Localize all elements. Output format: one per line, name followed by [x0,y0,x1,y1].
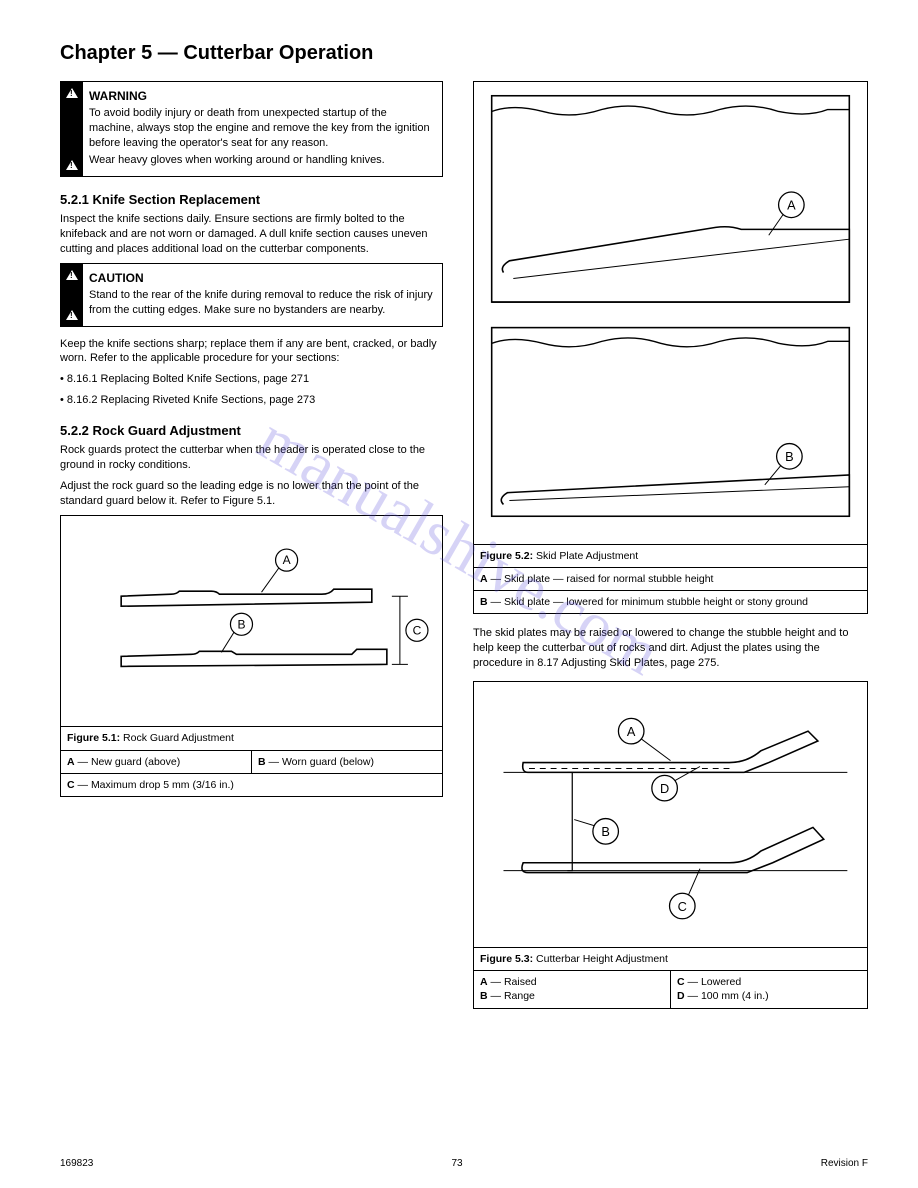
callout-label: A [627,724,636,739]
footer-center: 73 [452,1157,463,1171]
figure-caption: Figure 5.1: Rock Guard Adjustment [61,726,442,749]
figure-caption: Figure 5.3: Cutterbar Height Adjustment [474,947,867,970]
paragraph: Rock guards protect the cutterbar when t… [60,443,443,473]
body-text: Keep the knife sections sharp; replace t… [60,337,443,408]
callout-label: B [785,449,794,464]
figure-5-3-svg: A D B C [474,682,867,947]
figure-caption: Figure 5.2: Skid Plate Adjustment [474,544,867,567]
warning-icon [66,160,78,170]
callout-label: B [237,617,245,631]
bullet-item: • 8.16.1 Replacing Bolted Knife Sections… [60,372,443,387]
figure-5-1-svg: A B C [61,516,442,727]
figure-5-3: A D B C Figure 5.3: Cutterbar Height Adj… [473,681,868,1009]
caution-box: CAUTION Stand to the rear of the knife d… [60,263,443,327]
two-column-layout: WARNING To avoid bodily injury or death … [60,81,868,1021]
callout-label: C [413,623,422,637]
figure-label: Figure 5.2: [480,550,533,562]
caution-title: CAUTION [89,270,434,286]
paragraph: Adjust the rock guard so the leading edg… [60,479,443,509]
footer-right: Revision F [821,1157,868,1171]
figure-5-1: A B C Figure 5.1: Rock Guard Adjustment … [60,515,443,797]
figure-key-cell: C — Maximum drop 5 mm (3/16 in.) [61,774,442,796]
figure-caption-text: Skid Plate Adjustment [536,550,638,562]
warning-box: WARNING To avoid bodily injury or death … [60,81,443,177]
callout-label: C [678,899,687,914]
figure-key-table: A — Skid plate — raised for normal stubb… [474,567,867,590]
figure-key-table: B — Skid plate — lowered for minimum stu… [474,590,867,613]
figure-5-2: A B Figure 5.2: Skid Plate Adjustment A … [473,81,868,614]
section-heading: 5.2.1 Knife Section Replacement [60,191,443,209]
page-footer: 169823 73 Revision F [60,1157,868,1171]
figure-key-cell: A — Raised B — Range [474,971,670,1007]
figure-key-cell: C — Lowered D — 100 mm (4 in.) [670,971,867,1007]
callout-label: A [283,553,291,567]
callout-label: A [787,198,796,213]
body-text: Rock guards protect the cutterbar when t… [60,443,443,508]
paragraph: The skid plates may be raised or lowered… [473,626,868,671]
body-text: Inspect the knife sections daily. Ensure… [60,212,443,257]
warning-text: Wear heavy gloves when working around or… [89,153,434,168]
figure-5-2-svg: A B [474,82,867,544]
warning-icon [66,88,78,98]
warning-title: WARNING [89,88,434,104]
left-column: WARNING To avoid bodily injury or death … [60,81,443,1021]
figure-key-table: A — Raised B — Range C — Lowered D — 100… [474,970,867,1007]
figure-key-table: A — New guard (above) B — Worn guard (be… [61,750,442,773]
figure-key-table: C — Maximum drop 5 mm (3/16 in.) [61,773,442,796]
right-column: A B Figure 5.2: Skid Plate Adjustment A … [473,81,868,1021]
caution-text: Stand to the rear of the knife during re… [89,288,434,318]
callout-label: B [601,824,610,839]
figure-key-cell: B — Skid plate — lowered for minimum stu… [474,591,867,613]
paragraph: Inspect the knife sections daily. Ensure… [60,212,443,257]
body-text: The skid plates may be raised or lowered… [473,626,868,671]
footer-left: 169823 [60,1157,93,1171]
figure-label: Figure 5.1: [67,732,120,744]
caution-icon [66,310,78,320]
bullet-item: • 8.16.2 Replacing Riveted Knife Section… [60,393,443,408]
figure-label: Figure 5.3: [480,953,533,965]
figure-key-cell: B — Worn guard (below) [251,751,442,773]
caution-icon [66,270,78,280]
warning-stripe [61,82,83,176]
warning-text: To avoid bodily injury or death from une… [89,106,434,151]
chapter-title: Chapter 5 — Cutterbar Operation [60,40,868,67]
section-heading: 5.2.2 Rock Guard Adjustment [60,422,443,440]
callout-label: D [660,781,669,796]
caution-stripe [61,264,83,326]
figure-caption-text: Rock Guard Adjustment [123,732,234,744]
paragraph: Keep the knife sections sharp; replace t… [60,337,443,367]
figure-key-cell: A — Skid plate — raised for normal stubb… [474,568,867,590]
figure-caption-text: Cutterbar Height Adjustment [536,953,668,965]
figure-key-cell: A — New guard (above) [61,751,251,773]
